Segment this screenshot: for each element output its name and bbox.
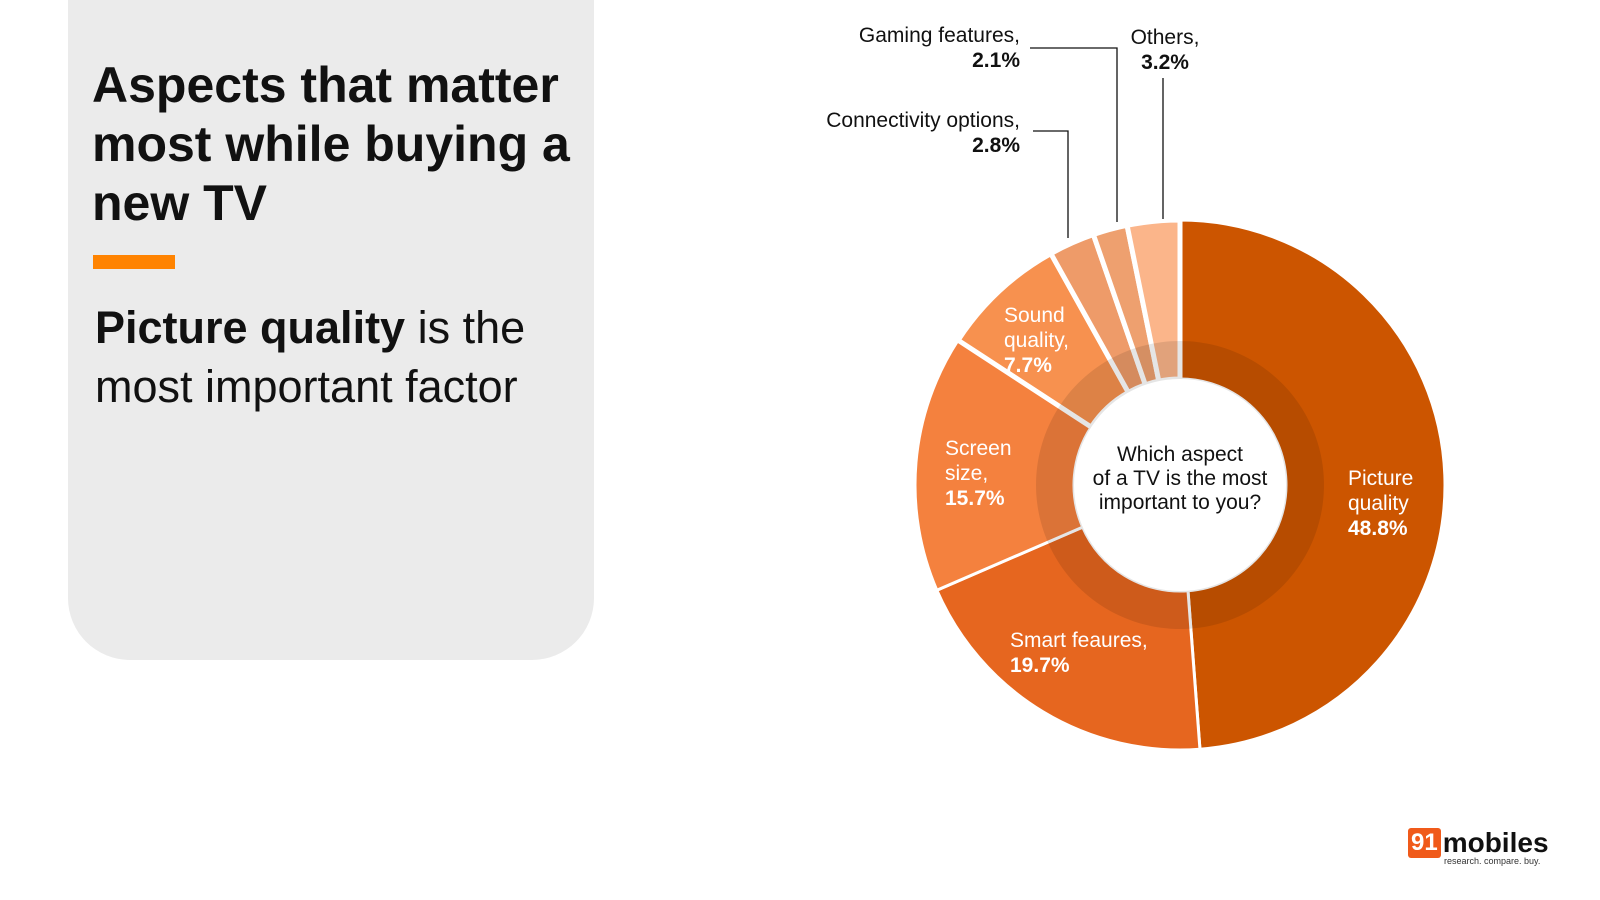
logo-name: mobiles <box>1442 827 1549 858</box>
slice-label-line: quality, <box>1004 329 1069 352</box>
slice-label-line: Screen <box>945 437 1012 460</box>
slice-label-line: Smart feaures, <box>1010 629 1148 652</box>
slice-label: Connectivity options,2.8% <box>826 109 1020 157</box>
leader-line-connectivity <box>1033 130 1069 238</box>
slice-label-line: Sound <box>1004 304 1065 327</box>
center-label: of a TV is the most <box>1093 467 1268 490</box>
leader-line-gaming <box>1030 47 1118 222</box>
slice-label-line: quality <box>1348 492 1409 515</box>
slice-label-line: 15.7% <box>945 487 1005 510</box>
slice-label-line: 3.2% <box>1141 51 1189 74</box>
slice-label: Smart feaures,19.7% <box>1010 629 1148 677</box>
slice-2 <box>913 338 1094 593</box>
slice-label-line: size, <box>945 462 988 485</box>
slice-label-line: 2.8% <box>972 134 1020 157</box>
slice-label-line: 7.7% <box>1004 354 1052 377</box>
slice-1 <box>934 525 1202 752</box>
slice-0 <box>1178 218 1447 751</box>
slice-6 <box>1124 217 1183 385</box>
slice-label-line: Picture <box>1348 467 1413 490</box>
subtitle-bold: Picture quality <box>95 302 406 353</box>
center-label: Which aspect <box>1117 443 1243 466</box>
slice-label: Gaming features,2.1% <box>859 24 1020 72</box>
slice-label: Others,3.2% <box>1131 26 1200 74</box>
slice-label-line: Others, <box>1131 26 1200 49</box>
accent-bar <box>93 255 175 269</box>
title-panel <box>68 0 594 660</box>
slice-label-line: 2.1% <box>972 49 1020 72</box>
subtitle-rest: is the most important factor <box>95 302 526 412</box>
slice-label-line: Connectivity options, <box>826 109 1020 132</box>
slice-label-line: 19.7% <box>1010 654 1070 677</box>
logo: 91 mobiles research. compare. buy. <box>1408 827 1549 866</box>
slice-label-line: Gaming features, <box>859 24 1020 47</box>
logo-number: 91 <box>1408 828 1441 858</box>
center-label: important to you? <box>1099 491 1261 514</box>
subtitle: Picture quality is the most important fa… <box>95 298 585 416</box>
slice-label-line: 48.8% <box>1348 517 1408 540</box>
logo-tagline: research. compare. buy. <box>1444 856 1541 866</box>
page-title: Aspects that matter most while buying a … <box>92 57 570 231</box>
donut-hole <box>1075 380 1285 590</box>
